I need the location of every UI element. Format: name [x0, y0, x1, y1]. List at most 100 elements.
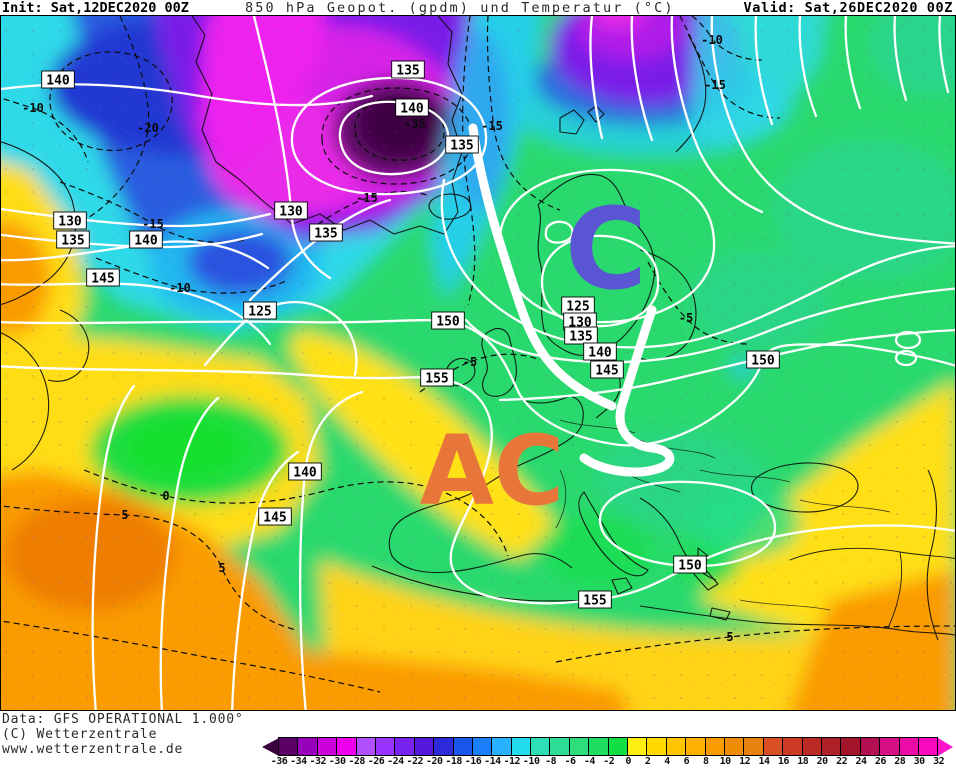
colorbar-tick: -14 [484, 756, 501, 767]
colorbar-cell [743, 737, 764, 756]
geopotential-label: 130 [274, 201, 308, 220]
temperature-label: -10 [169, 281, 191, 295]
temperature-label: -5 [463, 355, 477, 369]
colorbar-cell [374, 737, 396, 756]
geopotential-label: 140 [395, 98, 429, 117]
geopotential-label: 150 [431, 311, 465, 330]
valid-datetime: Valid: Sat,26DEC2020 00Z [743, 0, 953, 16]
geopotential-label: 155 [578, 590, 612, 609]
colorbar-cell [665, 737, 687, 756]
svg-text:150: 150 [678, 559, 702, 574]
colorbar-cell [491, 737, 512, 756]
svg-text:135: 135 [396, 64, 419, 79]
colorbar-cell [627, 737, 648, 756]
geopotential-label: 135 [391, 60, 425, 79]
colorbar-tick: 18 [797, 756, 809, 767]
jet-streak-lines [468, 123, 675, 477]
low-center-marker: C [565, 185, 647, 315]
colorbar-tick: -24 [387, 756, 404, 767]
colorbar-cell [607, 737, 629, 756]
colorbar-cell [394, 737, 415, 756]
geopotential-label: 125 [561, 296, 595, 315]
colorbar-cell [898, 737, 919, 756]
svg-text:145: 145 [263, 511, 286, 526]
map-footer: Data: GFS OPERATIONAL 1.000° (C) Wetterz… [0, 711, 956, 768]
temperature-contours [0, 15, 956, 693]
svg-text:135: 135 [569, 330, 592, 345]
svg-text:130: 130 [279, 205, 303, 220]
data-source: Data: GFS OPERATIONAL 1.000° [2, 712, 244, 727]
colorbar-left-arrow [262, 737, 279, 756]
temperature-label: 5 [218, 561, 225, 575]
colorbar-tick: -16 [464, 756, 482, 767]
svg-text:155: 155 [583, 594, 606, 609]
temperature-label: -15 [356, 191, 378, 205]
colorbar-tick: 20 [816, 756, 829, 767]
colorbar-cells [278, 737, 939, 756]
colorbar-tick: -26 [367, 756, 385, 767]
colorbar-tick: 2 [644, 756, 651, 767]
colorbar-tick: 30 [913, 756, 926, 767]
svg-text:140: 140 [134, 234, 158, 249]
temperature-colorbar: -36 -34 -32 -30 -28 -26 -24 -22 -20 -18 -16 -14 -12-… [262, 737, 954, 767]
colorbar-tick: 12 [739, 756, 751, 767]
geopotential-label: 135 [309, 223, 343, 242]
colorbar-tick: 26 [874, 756, 887, 767]
colorbar-tick: -4 [583, 756, 596, 767]
temperature-label: -35 [404, 117, 426, 131]
temperature-label: -5 [679, 311, 693, 325]
temperature-label: 5 [121, 508, 128, 522]
colorbar-cell [530, 737, 551, 756]
svg-text:135: 135 [450, 139, 473, 154]
svg-text:140: 140 [293, 466, 317, 481]
colorbar-tick: -2 [603, 756, 615, 767]
colorbar-tick: 24 [855, 756, 867, 767]
geopotential-label: 140 [41, 70, 75, 89]
svg-text:135: 135 [61, 234, 84, 249]
geopotential-label: 140 [129, 230, 163, 249]
temperature-label: -10 [22, 101, 44, 115]
colorbar-tick: 16 [777, 756, 790, 767]
init-datetime: Init: Sat,12DEC2020 00Z [2, 0, 189, 16]
credits-block: Data: GFS OPERATIONAL 1.000° (C) Wetterz… [2, 712, 244, 757]
svg-text:155: 155 [425, 372, 448, 387]
colorbar-cell [355, 737, 376, 756]
geopotential-label: 135 [56, 230, 90, 249]
geopotential-label: 140 [583, 342, 617, 361]
colorbar-cell [704, 737, 725, 756]
colorbar-cell [452, 737, 473, 756]
colorbar-cell [549, 737, 570, 756]
svg-text:145: 145 [595, 364, 618, 379]
colorbar-cell [433, 737, 454, 756]
colorbar-cell [278, 737, 299, 756]
colorbar-tick: -10 [522, 756, 540, 767]
geopotential-label: 135 [564, 326, 598, 345]
colorbar-cell [336, 737, 357, 756]
svg-text:125: 125 [248, 305, 271, 320]
temperature-label: -15 [704, 78, 726, 92]
geopotential-label: 130 [53, 211, 87, 230]
colorbar-cell [316, 737, 338, 756]
colorbar-cell [782, 737, 803, 756]
website-link[interactable]: www.wetterzentrale.de [2, 742, 184, 757]
geopotential-label: 145 [86, 268, 120, 287]
colorbar-tick: 32 [933, 756, 945, 767]
colorbar-tick: -12 [503, 756, 521, 767]
colorbar-tick: 4 [664, 756, 670, 767]
colorbar-tick: -20 [425, 756, 443, 767]
colorbar-tick: -30 [328, 756, 346, 767]
temperature-label: 0 [162, 489, 169, 503]
svg-text:140: 140 [400, 102, 424, 117]
colorbar-cell [840, 737, 861, 756]
svg-text:140: 140 [46, 74, 70, 89]
colorbar-cell [471, 737, 493, 756]
colorbar-cell [917, 737, 939, 756]
colorbar-cell [723, 737, 745, 756]
colorbar-cell [820, 737, 842, 756]
temperature-label: -15 [142, 217, 164, 231]
colorbar-tick: -18 [445, 756, 462, 767]
colorbar-tick: -32 [309, 756, 327, 767]
